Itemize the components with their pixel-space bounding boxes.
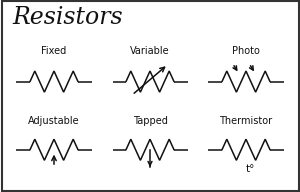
Text: Tapped: Tapped <box>133 116 167 126</box>
Text: Variable: Variable <box>130 46 170 56</box>
Text: t°: t° <box>246 164 255 174</box>
Text: Resistors: Resistors <box>12 6 123 29</box>
Text: Photo: Photo <box>232 46 260 56</box>
Text: Fixed: Fixed <box>41 46 67 56</box>
Text: Thermistor: Thermistor <box>219 116 273 126</box>
Text: Adjustable: Adjustable <box>28 116 80 126</box>
